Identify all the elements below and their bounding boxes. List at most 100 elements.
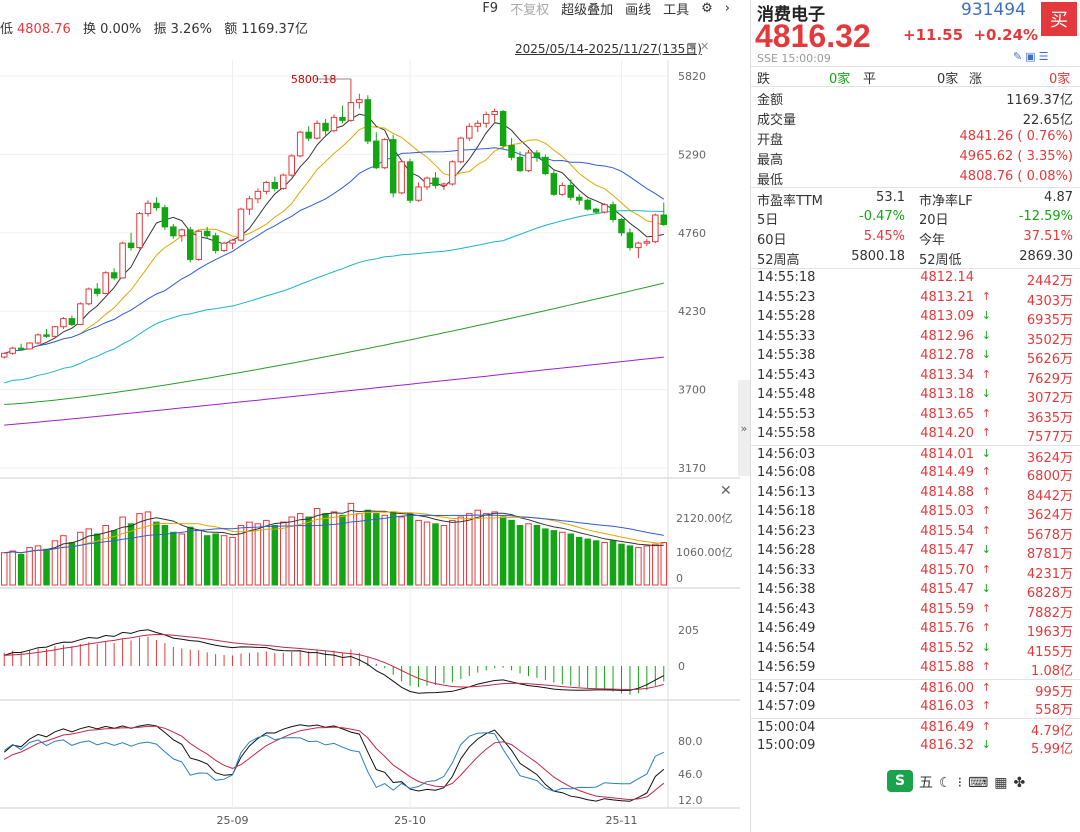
tick-price: 4815.76 bbox=[920, 621, 974, 636]
volume-bar bbox=[161, 525, 169, 586]
triangle-down-icon[interactable]: ▼ bbox=[688, 40, 697, 53]
tick-time: 14:55:38 bbox=[757, 348, 816, 363]
candle-body bbox=[296, 131, 304, 157]
candle-body bbox=[153, 202, 160, 209]
ma30-line bbox=[4, 210, 664, 384]
candle-body bbox=[381, 139, 388, 169]
tick-volume: 6828万 bbox=[1026, 586, 1073, 601]
volume-bar bbox=[203, 535, 211, 586]
volume-ma20-line bbox=[4, 514, 664, 554]
close-icon[interactable]: ✕ bbox=[699, 40, 710, 53]
volume-bar bbox=[93, 533, 101, 586]
f9-button[interactable]: F9 bbox=[482, 0, 499, 16]
arrow-down-icon: ↓ bbox=[981, 446, 991, 460]
collapse-panel-handle[interactable]: » bbox=[738, 380, 750, 476]
volume-bar bbox=[17, 553, 25, 586]
tick-time: 15:00:04 bbox=[757, 719, 816, 735]
stock-code[interactable]: 931494 bbox=[961, 0, 1026, 20]
stock-name: 消费电子 bbox=[757, 5, 825, 25]
tick-volume: 3072万 bbox=[1026, 391, 1073, 406]
volume-bar bbox=[339, 514, 346, 586]
macd-dif-line bbox=[4, 629, 665, 694]
tick-volume: 4155万 bbox=[1026, 644, 1073, 660]
tick-volume: 3624万 bbox=[1026, 508, 1073, 523]
candle-body bbox=[356, 99, 363, 104]
ma60-line bbox=[4, 282, 664, 405]
tick-row: 14:57:04 4816.00 ↑ 995万 bbox=[751, 678, 1080, 700]
kdj-tick-label: 80.0 bbox=[678, 735, 703, 748]
candle-body bbox=[482, 113, 490, 124]
info-value: 1169.37亿 bbox=[1006, 93, 1073, 108]
time-tick-label: 25-11 bbox=[605, 814, 637, 827]
candle-body bbox=[161, 207, 169, 228]
info-row-volume: 成交量 22.65亿 bbox=[751, 107, 1080, 128]
bottom-toolbar-icons: 五☾⁝⌨▦✤ bbox=[919, 772, 1031, 792]
tick-volume: 7629万 bbox=[1026, 371, 1073, 387]
bookmark-icon[interactable]: ▣ bbox=[1025, 50, 1039, 63]
tick-table[interactable]: 14:55:18 4812.14 2442万 14:55:23 4813.21 ↑ 4303… bbox=[751, 268, 1080, 757]
volume-bar bbox=[85, 528, 93, 586]
dots-icon[interactable]: ⁝ bbox=[957, 775, 969, 791]
info-label: 金额 bbox=[757, 93, 784, 108]
buy-button[interactable]: 买 bbox=[1041, 2, 1077, 36]
chart-area[interactable]: 5820 5290 4760 4230 3700 3170 25-09 25-10 25-11 5… bbox=[0, 0, 740, 832]
arrow-down-icon: ↓ bbox=[981, 738, 991, 751]
tick-row: 14:55:53 4813.65 ↑ 3635万 bbox=[751, 406, 1080, 426]
volume-bar bbox=[432, 523, 439, 586]
tick-row: 14:56:54 4815.52 ↓ 4155万 bbox=[751, 640, 1080, 660]
draw-button[interactable]: 画线 bbox=[625, 2, 652, 18]
d60-label: 60日 bbox=[757, 233, 787, 248]
grid-icon[interactable]: ▦ bbox=[994, 775, 1014, 791]
candle-body bbox=[389, 139, 397, 194]
candle-body bbox=[508, 145, 515, 158]
fall-label: 跌 bbox=[757, 72, 771, 87]
candle-body bbox=[584, 199, 591, 210]
ma10-line bbox=[4, 125, 664, 354]
no-adjust-button[interactable]: 不复权 bbox=[510, 2, 550, 18]
rise-label: 涨 bbox=[969, 72, 983, 87]
tick-time: 14:55:23 bbox=[757, 289, 816, 305]
volume-bar bbox=[60, 535, 67, 586]
date-range-label[interactable]: 2025/05/14-2025/11/27(135日) bbox=[515, 42, 702, 56]
tick-row: 14:56:59 4815.88 ↑ 1.08亿 bbox=[751, 659, 1080, 679]
volume-bar bbox=[195, 530, 202, 586]
clover-icon[interactable]: ✤ bbox=[1013, 775, 1032, 791]
s-icon[interactable]: S bbox=[887, 770, 913, 792]
tick-time: 14:56:18 bbox=[757, 504, 816, 519]
volume-bar bbox=[280, 521, 287, 586]
arrow-up-icon: ↑ bbox=[981, 465, 991, 478]
tools-button[interactable]: 工具 bbox=[663, 2, 690, 18]
tick-price: 4814.49 bbox=[920, 465, 974, 480]
volume-bar bbox=[246, 521, 253, 586]
tick-volume: 5678万 bbox=[1026, 527, 1073, 543]
tick-time: 14:57:09 bbox=[757, 699, 816, 714]
tick-price: 4816.32 bbox=[920, 738, 974, 753]
candle-body bbox=[660, 214, 668, 226]
volume-bar bbox=[347, 502, 355, 586]
chevron-right-icon[interactable]: › bbox=[724, 0, 730, 16]
keyboard-icon[interactable]: ⌨ bbox=[968, 775, 995, 791]
tick-row: 14:56:49 4815.76 ↑ 1963万 bbox=[751, 620, 1080, 640]
gear-icon[interactable]: ⚙ bbox=[701, 0, 713, 16]
tick-time: 14:56:54 bbox=[757, 640, 816, 656]
kline-chart[interactable]: 5820 5290 4760 4230 3700 3170 25-09 25-10 25-11 5… bbox=[0, 0, 740, 832]
volume-tick-label: 2120.00亿 bbox=[676, 512, 733, 525]
moon-icon[interactable]: ☾ bbox=[939, 775, 958, 791]
time-tick-label: 25-10 bbox=[394, 814, 426, 827]
candle-body bbox=[449, 161, 456, 185]
five-level-button[interactable]: 五 bbox=[919, 775, 939, 791]
volume-bar bbox=[609, 540, 617, 586]
tick-volume: 995万 bbox=[1035, 684, 1073, 700]
ma5-line bbox=[4, 113, 664, 354]
arrow-up-icon: ↑ bbox=[981, 699, 991, 712]
volume-bar bbox=[398, 516, 405, 586]
tick-volume: 6800万 bbox=[1026, 469, 1073, 484]
edit-icon[interactable]: ✎ bbox=[1013, 50, 1026, 63]
pe-label: 市盈率TTM bbox=[757, 194, 823, 209]
info-label: 最高 bbox=[757, 153, 784, 168]
list-icon[interactable]: ☰ bbox=[1038, 50, 1052, 63]
volume-bar bbox=[601, 542, 608, 586]
price-tick-label: 5290 bbox=[678, 148, 706, 161]
overlay-button[interactable]: 超级叠加 bbox=[561, 2, 614, 18]
tick-row: 14:56:28 4815.47 ↓ 8781万 bbox=[751, 542, 1080, 562]
